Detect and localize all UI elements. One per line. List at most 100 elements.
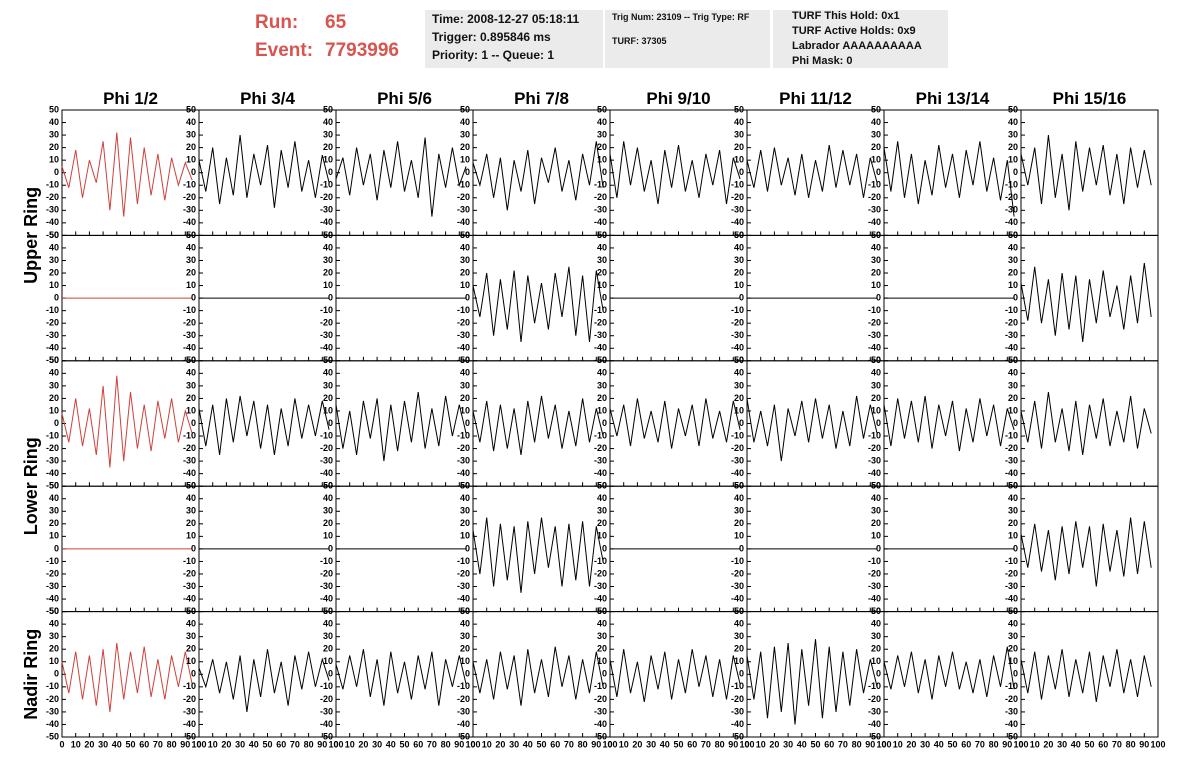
y-tick-label: -10 — [457, 305, 470, 315]
y-tick-label: 40 — [49, 619, 59, 629]
y-tick-label: 20 — [1008, 393, 1018, 403]
y-tick-label: -30 — [183, 330, 196, 340]
panel-frame — [1020, 611, 1159, 738]
y-tick-label: 50 — [871, 606, 881, 616]
waveform — [61, 375, 193, 468]
info-box — [425, 10, 603, 68]
y-tick-label: 40 — [186, 117, 196, 127]
y-tick-label: -10 — [46, 305, 59, 315]
y-tick-label: 0 — [54, 669, 59, 679]
panel-frame — [883, 611, 1022, 738]
y-tick-label: 40 — [323, 493, 333, 503]
y-tick-label: 0 — [465, 669, 470, 679]
y-tick-label: -50 — [457, 481, 470, 491]
y-tick-label: 30 — [871, 506, 881, 516]
x-tick-label: 80 — [578, 739, 588, 749]
x-tick-label: 50 — [810, 739, 820, 749]
y-tick-label: -40 — [1005, 719, 1018, 729]
waveform — [198, 135, 330, 208]
y-tick-label: 0 — [876, 167, 881, 177]
y-tick-label: -40 — [183, 343, 196, 353]
y-tick-label: 50 — [871, 355, 881, 365]
y-tick-label: -20 — [320, 318, 333, 328]
waveform — [472, 141, 604, 211]
y-tick-label: 20 — [49, 518, 59, 528]
x-tick-label: 60 — [413, 739, 423, 749]
y-tick-label: 50 — [49, 481, 59, 491]
info-box — [773, 10, 948, 68]
y-tick-label: -10 — [320, 305, 333, 315]
y-tick-label: 0 — [191, 543, 196, 553]
y-tick-label: -10 — [594, 180, 607, 190]
y-tick-label: 0 — [602, 418, 607, 428]
y-tick-label: 50 — [49, 230, 59, 240]
y-tick-label: -20 — [594, 192, 607, 202]
y-tick-label: -50 — [457, 731, 470, 741]
y-tick-label: 0 — [739, 669, 744, 679]
y-tick-label: -50 — [1005, 355, 1018, 365]
x-tick-label: 70 — [153, 739, 163, 749]
x-tick-label: 80 — [167, 739, 177, 749]
x-tick-label: 20 — [221, 739, 231, 749]
y-tick-label: -50 — [1005, 481, 1018, 491]
panel-frame — [883, 360, 1022, 487]
x-tick-label: 100 — [602, 739, 617, 749]
x-tick-label: 70 — [290, 739, 300, 749]
waveform — [472, 266, 604, 343]
waveform — [472, 646, 604, 706]
y-tick-label: -10 — [1005, 681, 1018, 691]
y-tick-label: -30 — [1005, 581, 1018, 591]
y-tick-label: -30 — [46, 581, 59, 591]
y-tick-label: 0 — [739, 418, 744, 428]
y-tick-label: -20 — [868, 443, 881, 453]
y-tick-label: 0 — [602, 292, 607, 302]
y-tick-label: 10 — [323, 155, 333, 165]
y-tick-label: 30 — [49, 255, 59, 265]
y-tick-label: 40 — [597, 242, 607, 252]
y-tick-label: 20 — [597, 393, 607, 403]
y-tick-label: 10 — [460, 656, 470, 666]
y-tick-label: -20 — [183, 192, 196, 202]
y-tick-label: 10 — [871, 280, 881, 290]
y-tick-label: 40 — [49, 117, 59, 127]
y-tick-label: 30 — [49, 129, 59, 139]
column-title: Phi 15/16 — [1053, 89, 1127, 108]
y-tick-label: -50 — [594, 230, 607, 240]
y-tick-label: -10 — [457, 556, 470, 566]
x-tick-label: 90 — [728, 739, 738, 749]
y-tick-label: 40 — [186, 368, 196, 378]
y-tick-label: 30 — [871, 631, 881, 641]
panel-frame — [609, 611, 748, 738]
y-tick-label: -30 — [594, 455, 607, 465]
y-tick-label: 10 — [186, 656, 196, 666]
y-tick-label: 50 — [1008, 230, 1018, 240]
x-tick-label: 30 — [920, 739, 930, 749]
y-tick-label: -50 — [868, 355, 881, 365]
y-tick-label: -50 — [46, 230, 59, 240]
y-tick-label: -10 — [320, 180, 333, 190]
y-tick-label: -40 — [46, 468, 59, 478]
y-tick-label: 40 — [1008, 242, 1018, 252]
x-tick-label: 40 — [934, 739, 944, 749]
y-tick-label: 20 — [734, 518, 744, 528]
x-tick-label: 40 — [386, 739, 396, 749]
y-tick-label: 0 — [739, 543, 744, 553]
y-tick-label: -10 — [731, 556, 744, 566]
y-tick-label: 0 — [876, 543, 881, 553]
y-tick-label: 20 — [49, 393, 59, 403]
y-tick-label: -10 — [731, 180, 744, 190]
y-tick-label: -30 — [731, 706, 744, 716]
y-tick-label: 0 — [465, 292, 470, 302]
y-tick-label: -30 — [183, 205, 196, 215]
x-tick-label: 20 — [495, 739, 505, 749]
x-tick-label: 70 — [838, 739, 848, 749]
y-tick-label: -20 — [594, 568, 607, 578]
info-text: TURF Active Holds: 0x9 — [792, 25, 916, 37]
y-tick-label: 10 — [1008, 280, 1018, 290]
x-tick-label: 0 — [196, 739, 201, 749]
y-tick-label: 40 — [49, 368, 59, 378]
y-tick-label: 30 — [460, 380, 470, 390]
y-tick-label: 40 — [871, 493, 881, 503]
x-tick-label: 60 — [1098, 739, 1108, 749]
y-tick-label: 50 — [186, 481, 196, 491]
